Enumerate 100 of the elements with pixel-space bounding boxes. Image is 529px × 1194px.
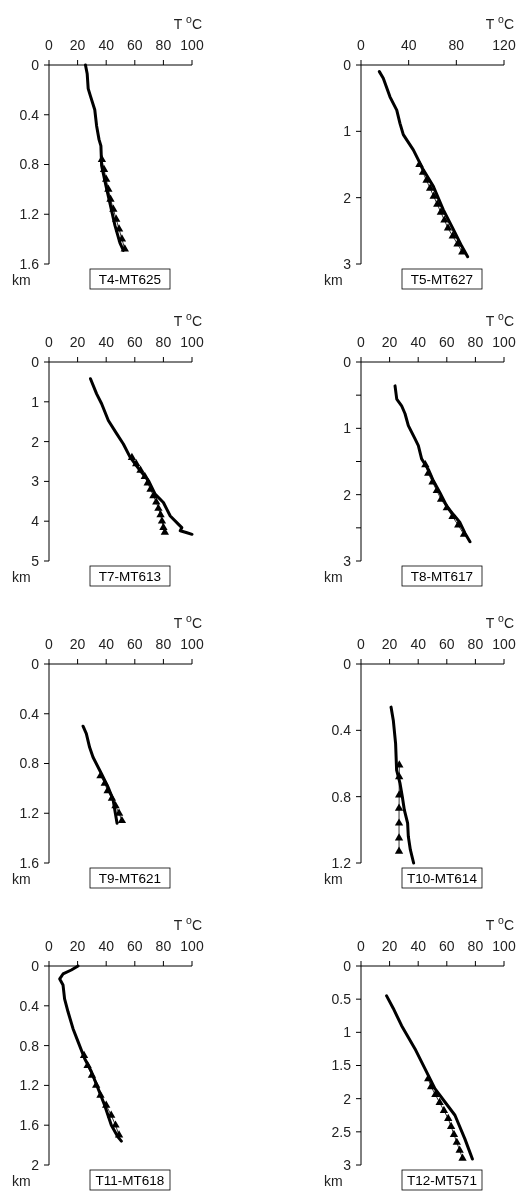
y-tick-label: 1.5 [331, 1057, 352, 1074]
x-tick-label: 60 [127, 938, 143, 954]
x-tick-label: 60 [127, 636, 143, 652]
x-tick-label: 80 [155, 334, 172, 350]
y-tick-label: 1 [343, 1024, 352, 1041]
y-tick-label: 1 [343, 420, 352, 437]
x-tick-label: 120 [492, 37, 516, 53]
y-tick-label: 1.2 [19, 1077, 40, 1094]
x-tick-label: 0 [357, 938, 366, 954]
x-tick-label: 40 [410, 334, 427, 350]
x-axis-title: T $^{o}$C [485, 310, 514, 329]
x-tick-label: 40 [98, 938, 115, 954]
x-axis-title: T $^{o}$C [173, 13, 202, 32]
y-tick-label: 0.8 [19, 755, 40, 772]
y-tick-label: 0 [31, 655, 40, 672]
text: T7-MT613 [98, 569, 162, 584]
y-tick-label: 1.6 [19, 255, 40, 272]
y-axis-title: km [324, 272, 343, 288]
x-tick-label: 80 [467, 938, 484, 954]
y-tick-label: 1.2 [19, 206, 40, 223]
x-tick-label: 60 [127, 37, 143, 53]
y-tick-label: 1.6 [19, 854, 40, 871]
x-tick-label: 0 [45, 636, 54, 652]
x-tick-label: 60 [439, 636, 455, 652]
y-tick-label: 2 [31, 433, 40, 450]
x-tick-label: 0 [45, 334, 54, 350]
y-tick-label: 0.8 [19, 156, 40, 173]
x-tick-label: 20 [69, 37, 86, 53]
y-tick-label: 3 [343, 255, 352, 272]
text: T10-MT614 [407, 871, 478, 886]
y-tick-label: 0 [343, 957, 352, 974]
x-tick-label: 60 [127, 334, 143, 350]
x-tick-label: 20 [69, 636, 86, 652]
y-tick-label: 0.4 [19, 106, 40, 123]
x-tick-label: 40 [98, 334, 115, 350]
x-tick-label: 0 [45, 37, 54, 53]
x-tick-label: 0 [357, 636, 366, 652]
x-tick-label: 80 [448, 37, 465, 53]
x-tick-label: 20 [381, 938, 398, 954]
y-tick-label: 2 [343, 486, 352, 503]
x-tick-label: 40 [400, 37, 417, 53]
x-tick-label: 100 [180, 636, 204, 652]
x-tick-label: 40 [98, 37, 115, 53]
x-axis-title: T $^{o}$C [173, 310, 202, 329]
y-tick-label: 1.2 [331, 854, 352, 871]
text: T9-MT621 [98, 871, 162, 886]
x-tick-label: 40 [410, 636, 427, 652]
y-tick-label: 0.4 [19, 997, 40, 1014]
x-tick-label: 20 [69, 938, 86, 954]
y-axis-title: km [12, 1173, 31, 1189]
x-axis-title: T $^{o}$C [173, 914, 202, 933]
y-tick-label: 0.4 [331, 722, 352, 739]
x-tick-label: 80 [155, 37, 172, 53]
x-tick-label: 100 [492, 334, 516, 350]
x-axis-title: T $^{o}$C [485, 914, 514, 933]
y-axis-title: km [324, 1173, 343, 1189]
x-tick-label: 0 [45, 938, 54, 954]
y-tick-label: 1.6 [19, 1117, 40, 1134]
y-axis-title: km [324, 569, 343, 585]
y-tick-label: 0.5 [331, 991, 352, 1008]
text: T12-MT571 [407, 1173, 477, 1188]
y-tick-label: 2 [343, 1090, 352, 1107]
y-tick-label: 0 [31, 957, 40, 974]
y-tick-label: 0 [343, 655, 352, 672]
y-axis-title: km [324, 871, 343, 887]
y-tick-label: 2 [31, 1156, 40, 1173]
x-tick-label: 100 [492, 938, 516, 954]
x-tick-label: 80 [467, 636, 484, 652]
x-tick-label: 20 [381, 636, 398, 652]
y-tick-label: 3 [343, 1156, 352, 1173]
text: T8-MT617 [410, 569, 474, 584]
x-tick-label: 0 [357, 334, 366, 350]
y-tick-label: 0 [343, 56, 352, 73]
x-axis-title: T $^{o}$C [485, 612, 514, 631]
y-tick-label: 0.8 [331, 788, 352, 805]
y-axis-title: km [12, 272, 31, 288]
x-tick-label: 60 [439, 938, 455, 954]
text: T4-MT625 [98, 272, 162, 287]
y-tick-label: 3 [31, 473, 40, 490]
x-tick-label: 20 [69, 334, 86, 350]
y-axis-title: km [12, 871, 31, 887]
x-tick-label: 80 [155, 938, 172, 954]
x-tick-label: 60 [439, 334, 455, 350]
x-tick-label: 0 [357, 37, 366, 53]
y-tick-label: 1.2 [19, 805, 40, 822]
x-tick-label: 40 [410, 938, 427, 954]
x-tick-label: 40 [98, 636, 115, 652]
y-tick-label: 5 [31, 552, 40, 569]
y-tick-label: 2.5 [331, 1123, 352, 1140]
y-axis-title: km [12, 569, 31, 585]
x-tick-label: 20 [381, 334, 398, 350]
x-tick-label: 100 [180, 37, 204, 53]
y-tick-label: 1 [343, 123, 352, 140]
text: T11-MT618 [95, 1173, 165, 1188]
y-tick-label: 0.4 [19, 705, 40, 722]
x-tick-label: 80 [155, 636, 172, 652]
y-tick-label: 4 [31, 513, 40, 530]
x-tick-label: 100 [180, 334, 204, 350]
x-tick-label: 80 [467, 334, 484, 350]
y-tick-label: 0.8 [19, 1037, 40, 1054]
